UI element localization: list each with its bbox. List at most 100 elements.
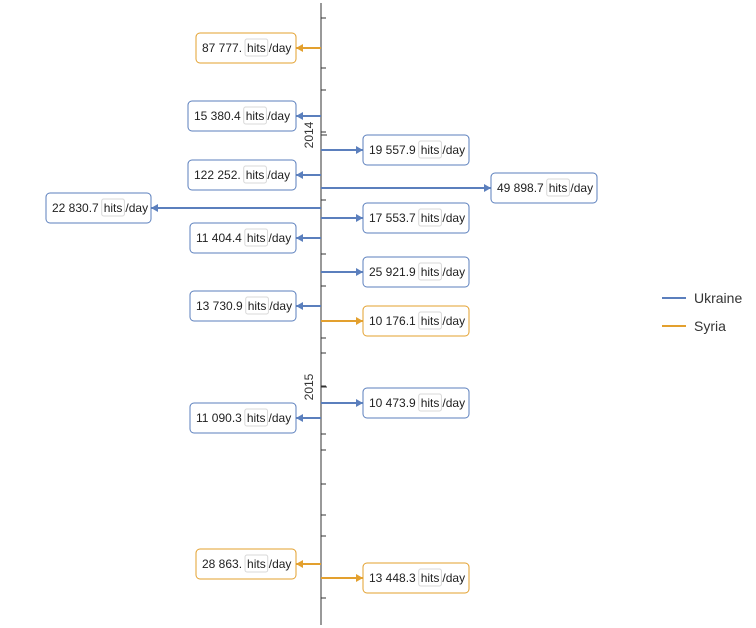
event-pointer [356,214,363,222]
event-callout: 13 730.9 hits/day [189,290,321,322]
event-unit: hits [247,231,266,245]
event-unit: hits [421,211,440,225]
event-unit-suffix: /day [442,396,465,410]
event-unit-suffix: /day [269,41,292,55]
event-value: 122 252. [194,168,241,182]
event-box [362,562,470,594]
event-callout: 10 473.9 hits/day [321,387,470,419]
event-callout: 11 404.4 hits/day [189,222,321,254]
event-value: 17 553.7 [369,211,416,225]
event-pointer [356,146,363,154]
event-callout: 49 898.7 hits/day [321,172,598,204]
event-box [189,402,297,434]
unit-frame [243,106,267,125]
event-box [189,290,297,322]
event-unit: hits [421,571,440,585]
event-callout: 87 777. hits/day [195,32,321,64]
event-value: 22 830.7 [52,201,99,215]
event-pointer [296,171,303,179]
unit-frame [244,554,269,573]
event-unit: hits [246,168,265,182]
event-box [362,305,470,337]
event-unit: hits [421,314,440,328]
event-unit: hits [248,299,267,313]
event-callout: 25 921.9 hits/day [321,256,470,288]
unit-frame [418,140,442,159]
event-unit-suffix: /day [269,411,292,425]
event-unit-suffix: /day [267,109,290,123]
event-unit: hits [104,201,123,215]
event-unit-suffix: /day [267,168,290,182]
event-value: 15 380.4 [194,109,241,123]
unit-frame [418,311,442,330]
event-box [362,202,470,234]
unit-frame [245,296,269,315]
year-label: 2015 [302,373,316,400]
event-box [362,256,470,288]
event-value: 87 777. [202,41,242,55]
event-box [490,172,598,204]
event-pointer [356,399,363,407]
event-unit-suffix: /day [269,299,292,313]
unit-frame [243,165,267,184]
event-unit-suffix: /day [442,314,465,328]
event-unit: hits [421,143,440,157]
event-unit-suffix: /day [442,143,465,157]
event-value: 10 176.1 [369,314,416,328]
event-box [189,222,297,254]
event-pointer [296,560,303,568]
event-unit: hits [549,181,568,195]
event-box [362,134,470,166]
unit-frame [244,38,269,57]
event-callout: 19 557.9 hits/day [321,134,470,166]
event-unit-suffix: /day [570,181,593,195]
unit-frame [546,178,570,197]
event-box [187,100,297,132]
event-pointer [356,574,363,582]
event-callout: 11 090.3 hits/day [189,402,321,434]
event-pointer [484,184,491,192]
event-unit: hits [247,557,266,571]
event-callout: 10 176.1 hits/day [321,305,470,337]
unit-frame [418,393,442,412]
event-unit-suffix: /day [442,265,465,279]
event-unit: hits [421,265,440,279]
event-unit-suffix: /day [442,211,465,225]
event-value: 19 557.9 [369,143,416,157]
event-callout: 122 252. hits/day [187,159,321,191]
event-value: 49 898.7 [497,181,544,195]
unit-frame [244,228,269,247]
unit-frame [418,568,442,587]
legend-label: Ukraine [694,290,742,306]
event-unit: hits [421,396,440,410]
event-box [362,387,470,419]
event-pointer [296,234,303,242]
event-box [195,32,297,64]
event-unit-suffix: /day [269,231,292,245]
event-box [187,159,297,191]
unit-frame [244,408,269,427]
event-value: 25 921.9 [369,265,416,279]
legend: Ukraine Syria [662,290,742,334]
unit-frame [418,208,442,227]
event-unit-suffix: /day [442,571,465,585]
event-unit: hits [247,411,266,425]
event-unit: hits [246,109,265,123]
unit-frame [418,262,442,281]
event-unit: hits [247,41,266,55]
event-pointer [296,112,303,120]
event-pointer [296,302,303,310]
event-callout: 15 380.4 hits/day [187,100,321,132]
event-value: 10 473.9 [369,396,416,410]
event-callout: 17 553.7 hits/day [321,202,470,234]
event-value: 11 090.3 [196,411,242,425]
event-value: 11 404.4 [196,231,242,245]
year-label: 2014 [302,121,316,148]
legend-label: Syria [694,318,726,334]
event-pointer [296,414,303,422]
event-pointer [296,44,303,52]
event-value: 13 448.3 [369,571,416,585]
event-unit-suffix: /day [269,557,292,571]
event-value: 13 730.9 [196,299,243,313]
